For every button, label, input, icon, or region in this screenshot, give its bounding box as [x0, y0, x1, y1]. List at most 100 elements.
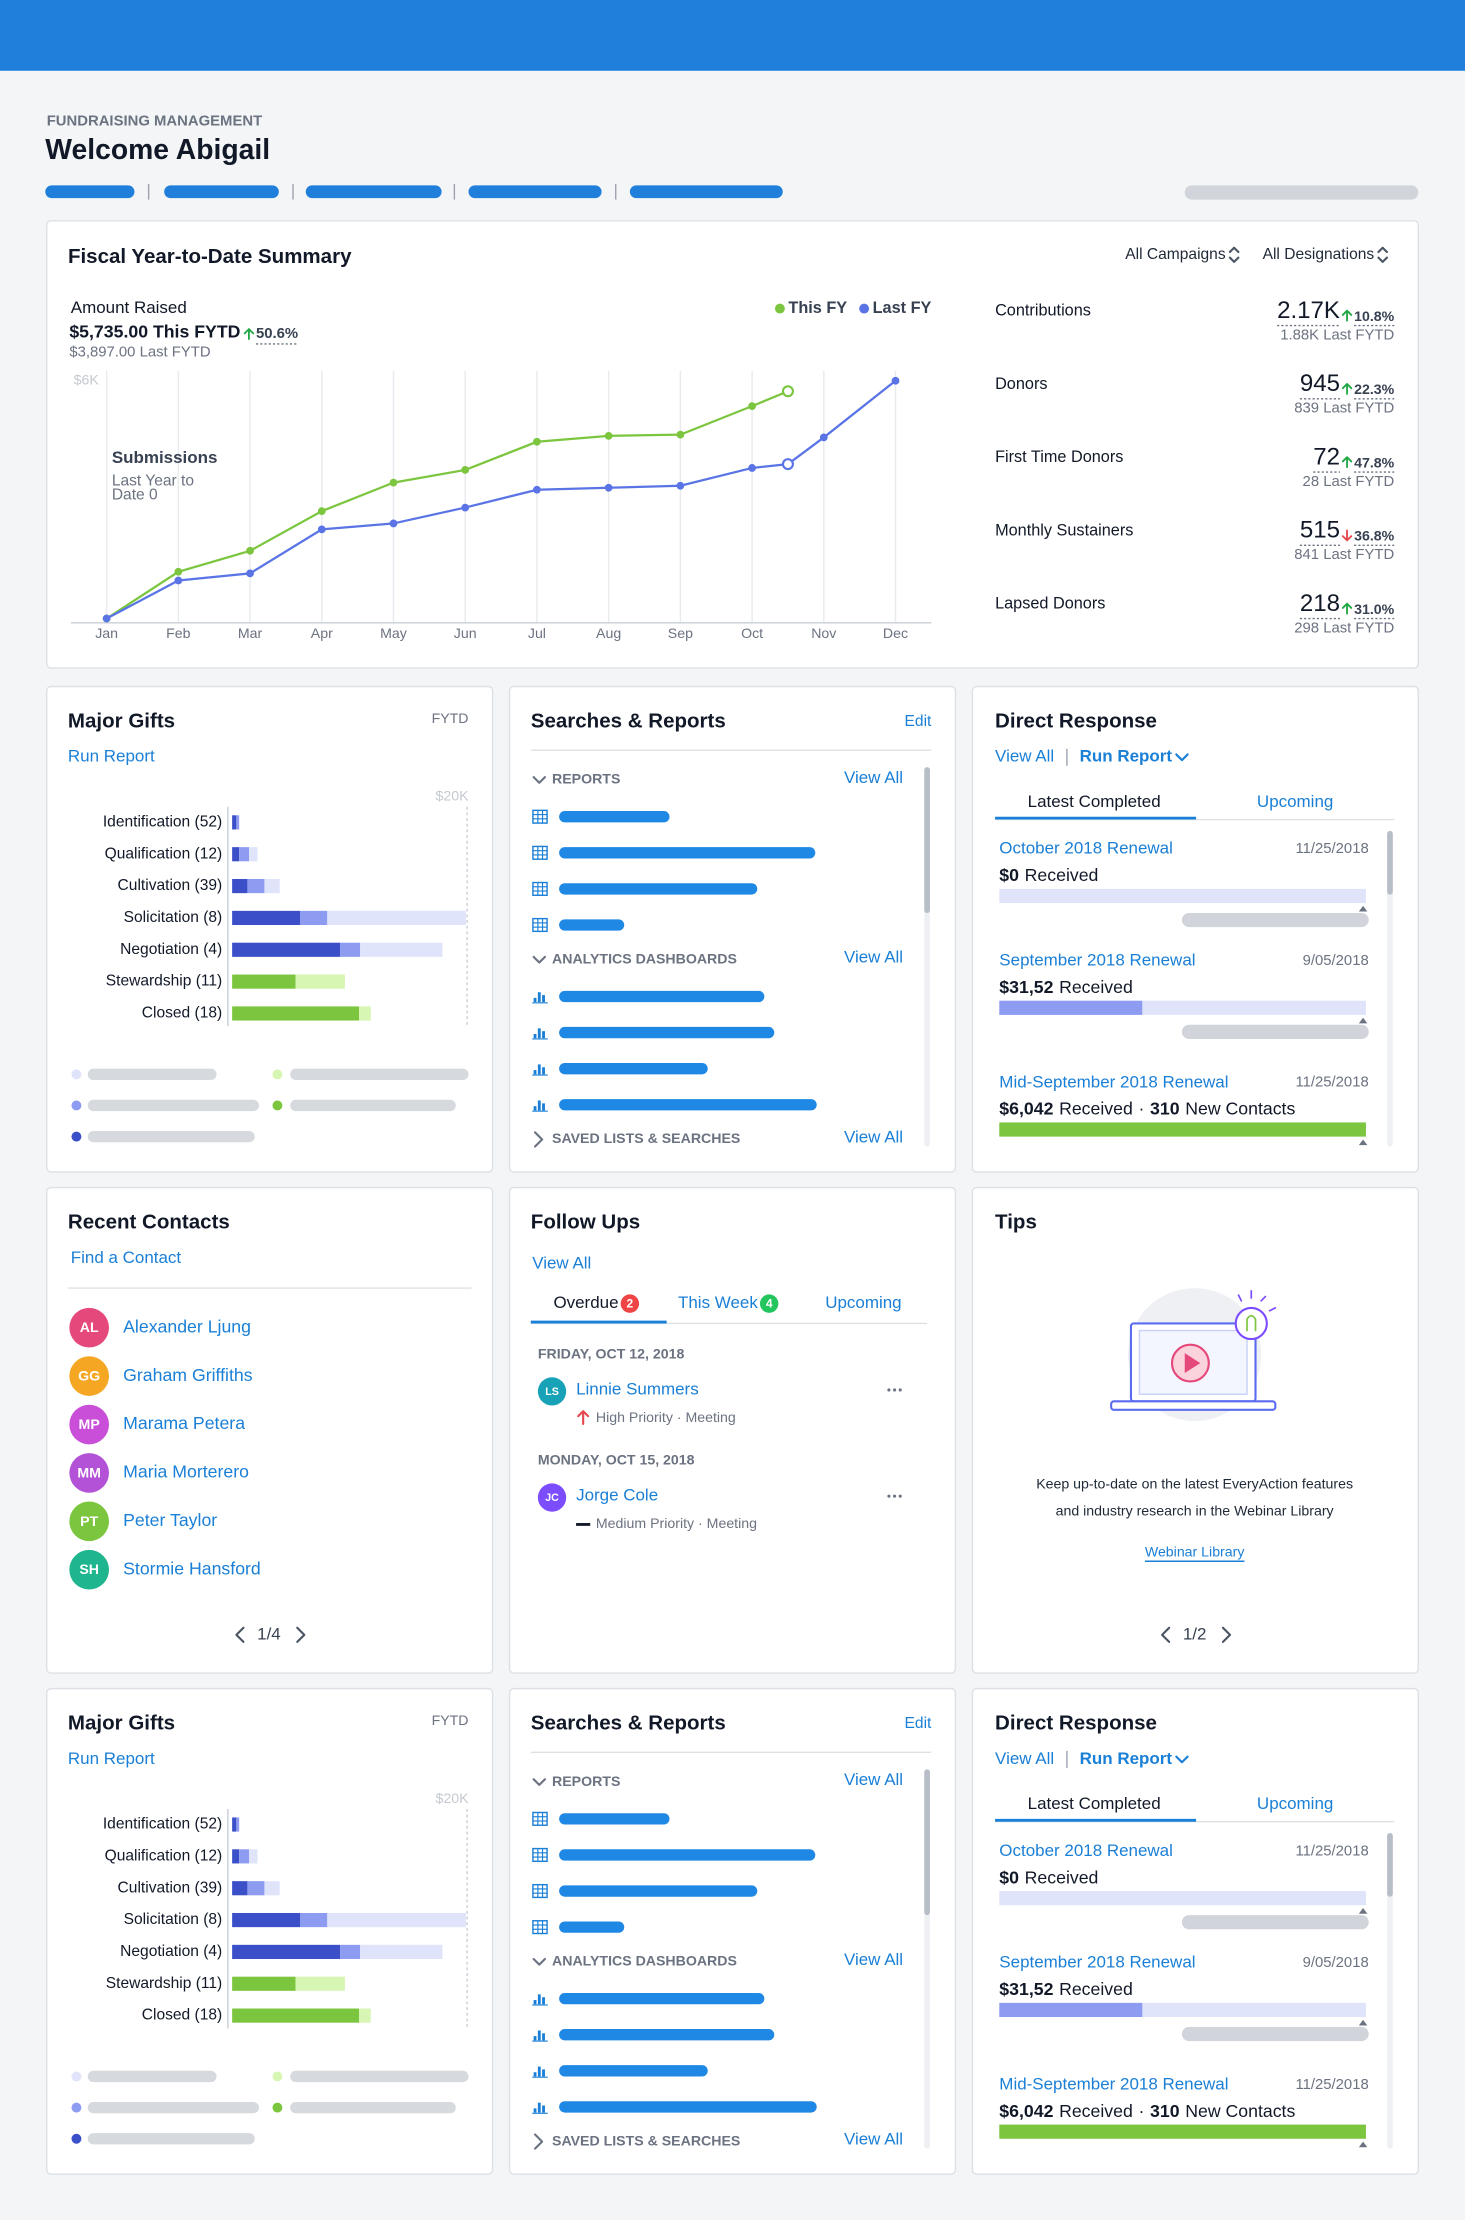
view-all-link[interactable]: View All	[844, 768, 903, 787]
legend-dot	[71, 1100, 82, 1111]
item-name[interactable]: October 2018 Renewal	[999, 839, 1173, 858]
placeholder[interactable]	[559, 2101, 817, 2113]
nav-tab[interactable]	[468, 185, 602, 199]
tab[interactable]: This Week	[678, 1293, 758, 1312]
nav-tab[interactable]	[164, 185, 279, 199]
placeholder[interactable]	[559, 1885, 758, 1897]
placeholder[interactable]	[559, 2065, 708, 2077]
section-title[interactable]: ANALYTICS DASHBOARDS	[552, 1953, 737, 1969]
nav-tab[interactable]	[629, 185, 783, 199]
view-all-link[interactable]: View All	[844, 1770, 903, 1789]
contact-name[interactable]: Marama Petera	[123, 1413, 245, 1433]
placeholder[interactable]	[559, 811, 670, 823]
item-date: 9/05/2018	[1303, 953, 1369, 969]
contact-name[interactable]: Peter Taylor	[123, 1510, 217, 1530]
tab[interactable]: Latest Completed	[1028, 1794, 1161, 1813]
edit-link[interactable]: Edit	[905, 713, 932, 730]
avatar	[69, 1453, 109, 1493]
view-all-link[interactable]: View All	[995, 747, 1054, 766]
nav-tab[interactable]	[305, 185, 442, 199]
placeholder[interactable]	[559, 990, 765, 1003]
table-icon	[532, 1811, 548, 1826]
view-all-link[interactable]: View All	[995, 1749, 1054, 1768]
bar-segment	[232, 815, 237, 830]
section-title[interactable]: REPORTS	[552, 1773, 620, 1789]
placeholder[interactable]	[559, 1849, 816, 1861]
view-all-link[interactable]: View All	[844, 948, 903, 967]
view-all-link[interactable]: View All	[844, 1128, 903, 1147]
view-all-link[interactable]: View All	[844, 2130, 903, 2149]
tip-text: and industry research in the Webinar Lib…	[1056, 1502, 1335, 1518]
nav-tabs	[45, 184, 1419, 200]
placeholder[interactable]	[559, 847, 816, 859]
separator: ·	[1138, 1098, 1144, 1118]
edit-link[interactable]: Edit	[905, 1715, 932, 1732]
avatar-initials: AL	[80, 1319, 99, 1335]
section-title[interactable]: ANALYTICS DASHBOARDS	[552, 950, 737, 966]
more-dot[interactable]	[898, 1388, 902, 1392]
metric-label: Monthly Sustainers	[995, 521, 1133, 539]
chevron-down	[1175, 1755, 1189, 1764]
follow-up-name[interactable]: Linnie Summers	[576, 1379, 699, 1398]
run-report-link[interactable]: Run Report	[68, 1749, 155, 1768]
view-all-link[interactable]: View All	[532, 1253, 591, 1272]
section-title[interactable]: SAVED LISTS & SEARCHES	[552, 1130, 740, 1146]
placeholder[interactable]	[559, 1921, 625, 1933]
item-name[interactable]: September 2018 Renewal	[999, 951, 1195, 970]
category-label: Closed (18)	[142, 1005, 222, 1022]
more-dot[interactable]	[887, 1388, 891, 1392]
more-dot[interactable]	[893, 1388, 897, 1392]
tab[interactable]: Latest Completed	[1028, 792, 1161, 811]
tab[interactable]: Upcoming	[1257, 792, 1333, 811]
chart-icon	[542, 1103, 545, 1111]
run-report-link[interactable]: Run Report	[1080, 747, 1173, 766]
more-dot[interactable]	[893, 1494, 897, 1498]
webinar-link[interactable]: Webinar Library	[1145, 1543, 1245, 1559]
panel-title: Major Gifts	[68, 709, 175, 732]
progress-bar	[999, 2124, 1366, 2139]
item-name[interactable]: October 2018 Renewal	[999, 1841, 1173, 1860]
line-chart: Jan Feb Mar Apr May Jun Jul Aug Sep Oct Nov Dec $6K S…	[70, 299, 932, 641]
placeholder[interactable]	[559, 883, 758, 895]
bar-segment	[232, 942, 341, 957]
filter-select[interactable]: All Campaigns	[1125, 246, 1226, 263]
placeholder[interactable]	[559, 1813, 670, 1825]
contact-name[interactable]: Graham Griffiths	[123, 1365, 253, 1385]
tab[interactable]: Overdue	[553, 1293, 618, 1312]
nav-tab[interactable]	[45, 185, 135, 199]
follow-up-name[interactable]: Jorge Cole	[576, 1486, 658, 1505]
section-title[interactable]: SAVED LISTS & SEARCHES	[552, 2132, 740, 2148]
follow-up-meta: Medium Priority · Meeting	[596, 1515, 757, 1531]
metric-value: 218	[1300, 590, 1340, 617]
tab[interactable]: Upcoming	[825, 1293, 901, 1312]
panel-title: Recent Contacts	[68, 1210, 230, 1233]
filter-select[interactable]: All Designations	[1263, 246, 1375, 263]
item-name[interactable]: Mid-September 2018 Renewal	[999, 1072, 1228, 1091]
placeholder[interactable]	[559, 919, 625, 931]
view-all-link[interactable]: View All	[844, 1950, 903, 1969]
contact-name[interactable]: Maria Morterero	[123, 1462, 249, 1482]
table-icon	[532, 1920, 548, 1935]
tab[interactable]: Upcoming	[1257, 1794, 1333, 1813]
find-contact-link[interactable]: Find a Contact	[71, 1248, 182, 1267]
item-name[interactable]: September 2018 Renewal	[999, 1953, 1195, 1972]
progress-track	[999, 888, 1366, 904]
placeholder[interactable]	[559, 1026, 775, 1039]
category-label: Identification (52)	[103, 1816, 222, 1833]
item-name[interactable]: Mid-September 2018 Renewal	[999, 2074, 1228, 2093]
more-dot[interactable]	[887, 1494, 891, 1498]
run-report-link[interactable]: Run Report	[68, 747, 155, 766]
contact-name[interactable]: Alexander Ljung	[123, 1316, 251, 1336]
placeholder[interactable]	[559, 1063, 708, 1075]
placeholder[interactable]	[559, 2029, 775, 2041]
placeholder[interactable]	[559, 1099, 817, 1111]
category-label: Stewardship (11)	[106, 1975, 222, 1992]
avatar-initials: SH	[79, 1561, 99, 1577]
run-report-link[interactable]: Run Report	[1080, 1749, 1173, 1768]
placeholder[interactable]	[559, 1992, 765, 2005]
data-point	[891, 376, 900, 385]
contact-name[interactable]: Stormie Hansford	[123, 1558, 261, 1578]
more-dot[interactable]	[898, 1494, 902, 1498]
section-title[interactable]: REPORTS	[552, 771, 620, 787]
metric-value: 2.17K	[1277, 297, 1340, 324]
